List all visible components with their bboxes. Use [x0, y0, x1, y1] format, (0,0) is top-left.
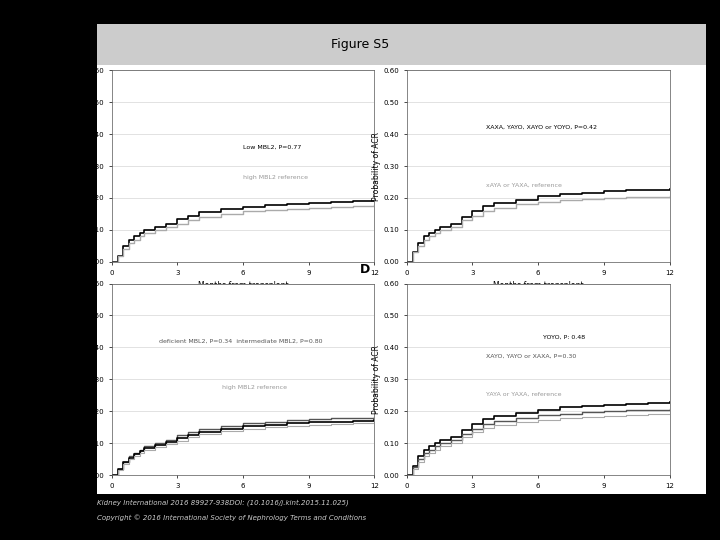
X-axis label: Months from transplant: Months from transplant: [493, 495, 583, 503]
Text: deficient MBL2, P=0.34  intermediate MBL2, P=0.80: deficient MBL2, P=0.34 intermediate MBL2…: [159, 339, 323, 343]
Text: B: B: [359, 50, 369, 63]
Y-axis label: Probability of ACR: Probability of ACR: [372, 132, 381, 200]
X-axis label: Months from transplant: Months from transplant: [493, 281, 583, 290]
Text: C: C: [64, 263, 73, 276]
Text: Copyright © 2016 International Society of Nephrology Terms and Conditions: Copyright © 2016 International Society o…: [97, 514, 366, 521]
Text: YOYO, P: 0.48: YOYO, P: 0.48: [544, 335, 585, 340]
Y-axis label: Probability of ACR: Probability of ACR: [76, 345, 86, 414]
X-axis label: Months from transplant: Months from transplant: [198, 495, 288, 503]
Text: Figure S5: Figure S5: [331, 38, 389, 51]
Text: D: D: [359, 263, 370, 276]
Text: Low MBL2, P=0.77: Low MBL2, P=0.77: [243, 144, 301, 150]
Text: XAXA, YAYO, XAYO or YOYO, P=0.42: XAXA, YAYO, XAYO or YOYO, P=0.42: [485, 125, 597, 130]
Text: Kidney International 2016 89927-938DOI: (10.1016/j.kint.2015.11.025): Kidney International 2016 89927-938DOI: …: [97, 500, 349, 506]
Text: high MBL2 reference: high MBL2 reference: [222, 384, 287, 389]
Y-axis label: Probability of ACR: Probability of ACR: [372, 345, 381, 414]
Text: XAYO, YAYO or XAXA, P=0.30: XAYO, YAYO or XAXA, P=0.30: [485, 354, 576, 359]
X-axis label: Months from transplant: Months from transplant: [198, 281, 288, 290]
Text: high MBL2 reference: high MBL2 reference: [243, 175, 308, 180]
Text: xAYA or YAXA, reference: xAYA or YAXA, reference: [485, 183, 562, 188]
Text: A: A: [64, 50, 74, 63]
Y-axis label: Probability of ACR: Probability of ACR: [76, 132, 86, 200]
Text: YAYA or YAXA, reference: YAYA or YAXA, reference: [485, 392, 561, 397]
